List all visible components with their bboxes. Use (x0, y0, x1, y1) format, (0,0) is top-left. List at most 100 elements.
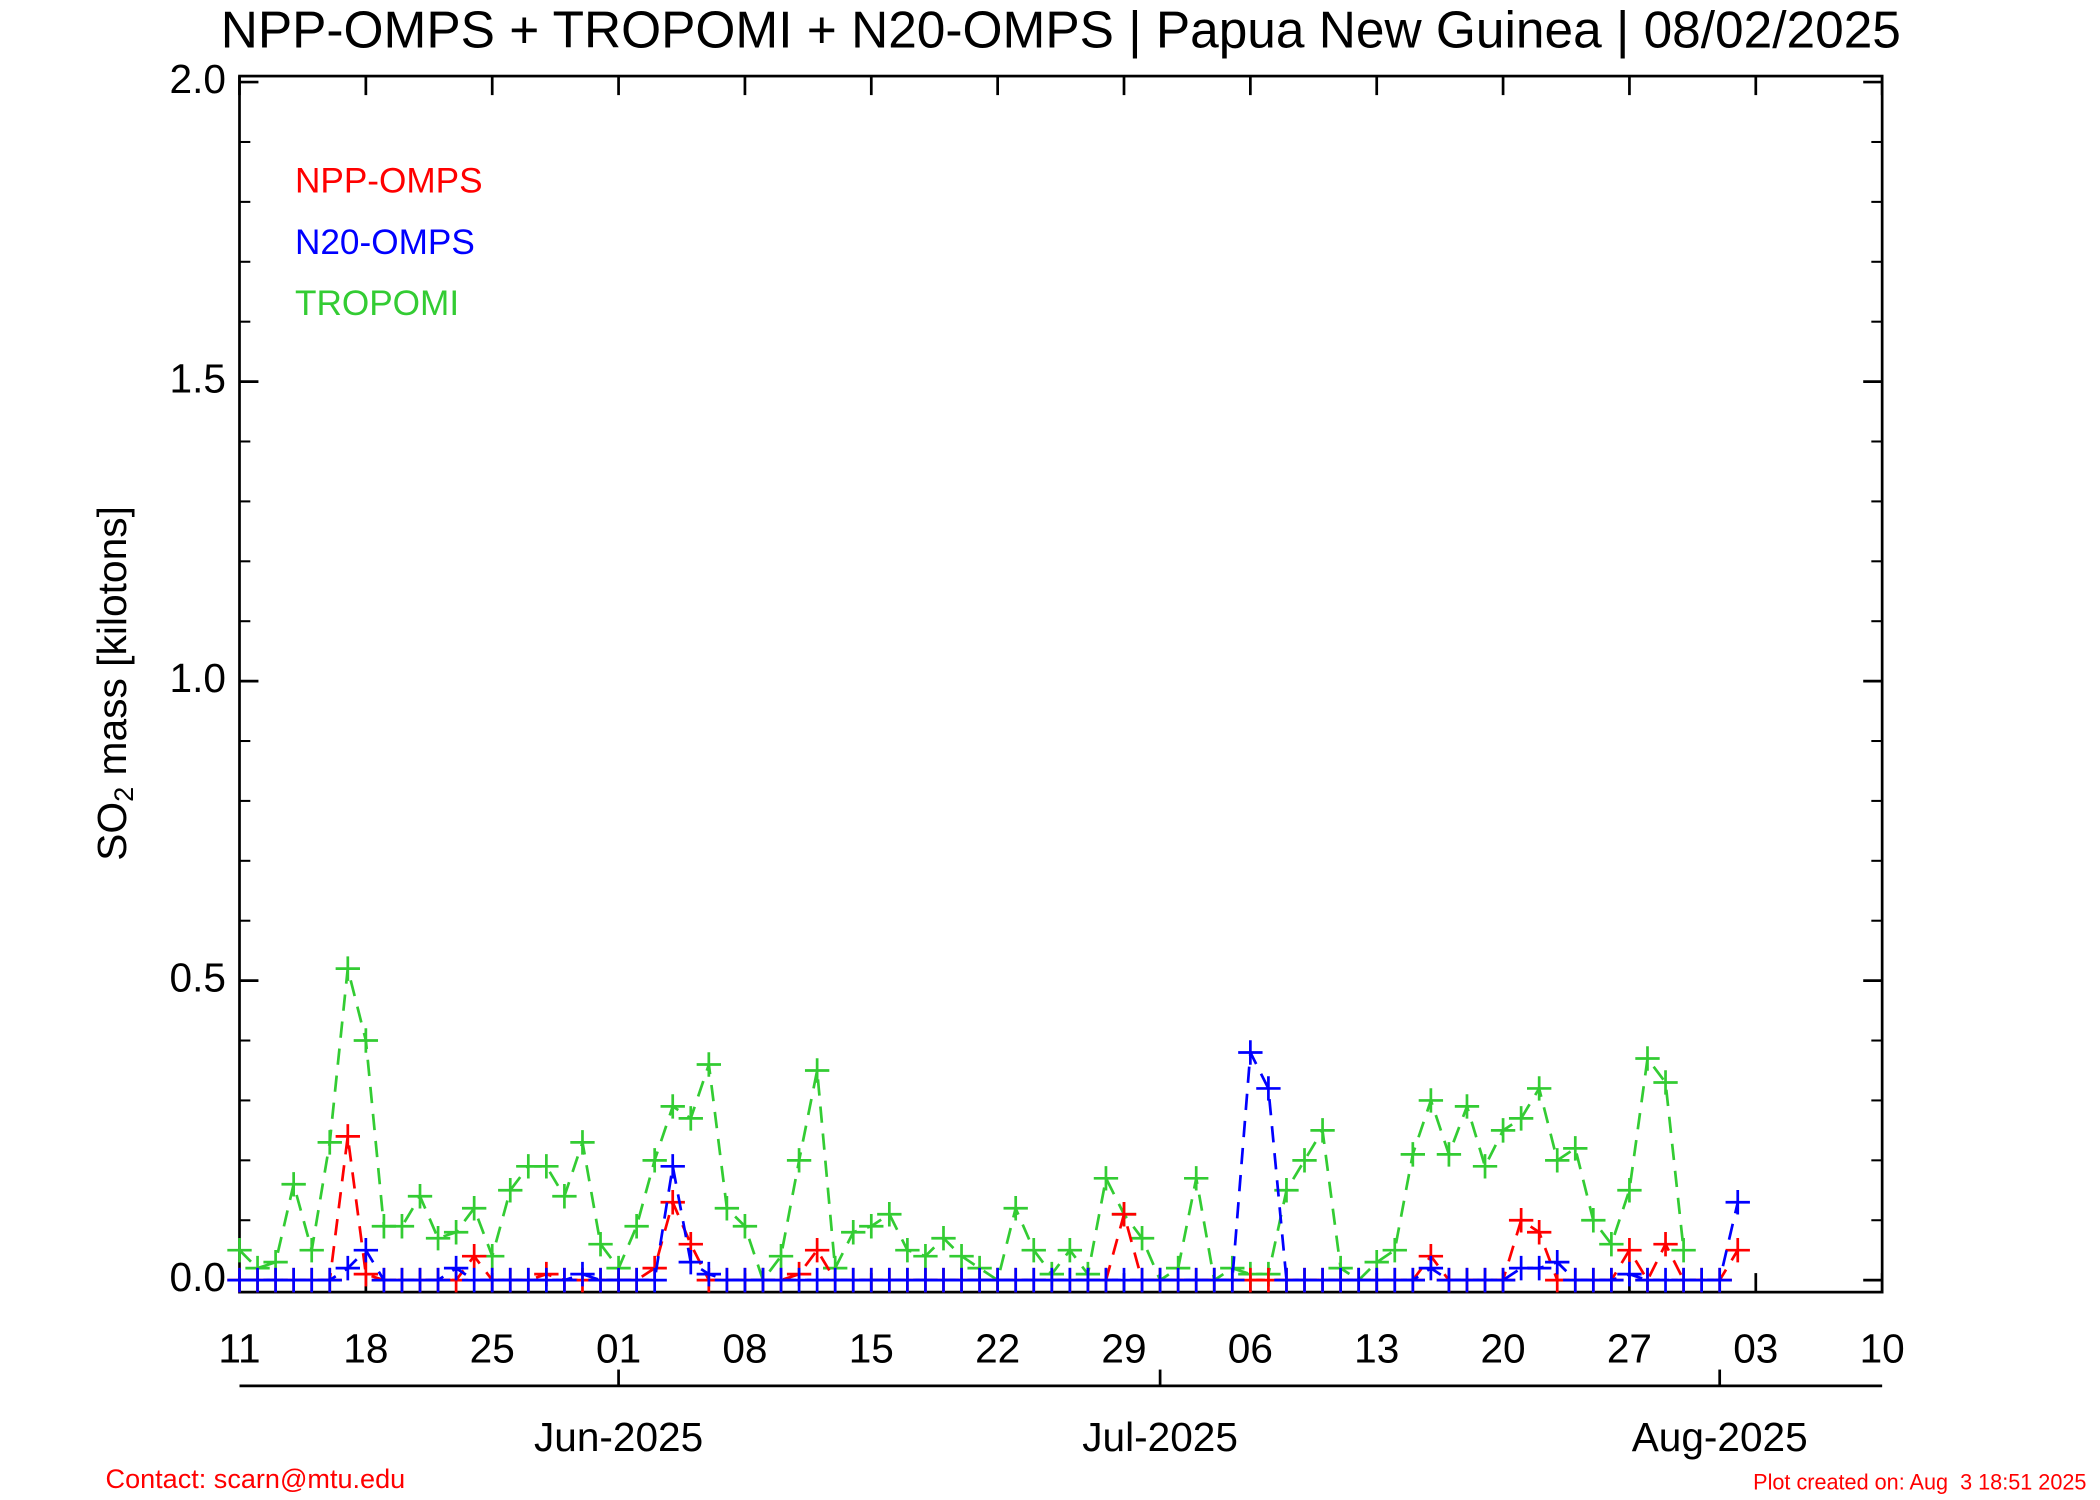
marker (1021, 1237, 1046, 1263)
marker (1653, 1070, 1678, 1095)
marker (1184, 1166, 1209, 1191)
marker (714, 1196, 740, 1221)
marker (1617, 1178, 1642, 1203)
x-tick-label: 22 (975, 1326, 1020, 1372)
marker (1111, 1202, 1137, 1227)
marker (227, 1237, 252, 1263)
marker (1508, 1106, 1534, 1131)
marker (1617, 1261, 1642, 1287)
marker (443, 1219, 469, 1245)
y-tick-label: 2.0 (170, 56, 226, 102)
plot-frame (238, 74, 1884, 1294)
marker (1256, 1076, 1281, 1101)
y-label-sub: 2 (108, 787, 139, 802)
marker (1653, 1231, 1678, 1257)
marker (1545, 1148, 1570, 1173)
x-tick-label: 11 (218, 1326, 260, 1372)
marker (678, 1249, 703, 1275)
marker (1057, 1237, 1083, 1263)
x-tick-label: 29 (1101, 1326, 1146, 1372)
y-label-main: SO (89, 802, 135, 861)
marker (1418, 1255, 1444, 1281)
marker (407, 1184, 433, 1209)
marker (804, 1058, 830, 1083)
marker (317, 1267, 342, 1293)
marker (1436, 1142, 1462, 1167)
marker (859, 1213, 884, 1239)
marker (804, 1237, 830, 1263)
marker (1220, 1267, 1245, 1293)
marker (913, 1243, 938, 1269)
marker (1292, 1148, 1317, 1173)
x-tick-label: 15 (849, 1326, 894, 1372)
marker (696, 1052, 722, 1077)
marker (895, 1237, 920, 1263)
marker (732, 1213, 758, 1239)
series-line (239, 1136, 1739, 1283)
marker (1382, 1237, 1407, 1263)
legend-entry: TROPOMI (295, 284, 459, 323)
marker (696, 1261, 722, 1287)
marker (1527, 1255, 1552, 1281)
x-tick-label: 20 (1481, 1326, 1526, 1372)
marker (1490, 1267, 1516, 1293)
marker (1490, 1118, 1516, 1143)
marker (353, 1028, 379, 1053)
marker (425, 1267, 451, 1293)
marker (534, 1154, 559, 1179)
y-label-rest: mass [kilotons] (89, 506, 135, 787)
contact: Contact: scarn@mtu.edu (106, 1463, 406, 1494)
marker (1581, 1208, 1606, 1233)
x-tick-label: 03 (1733, 1326, 1778, 1372)
marker (588, 1231, 613, 1257)
marker (1725, 1237, 1750, 1263)
marker (552, 1267, 577, 1293)
legend-entry: N20-OMPS (295, 223, 475, 262)
marker (570, 1130, 595, 1155)
marker (461, 1196, 487, 1221)
marker (1707, 1267, 1732, 1293)
x-tick-label: 18 (343, 1326, 388, 1372)
marker (1400, 1267, 1425, 1293)
y-tick-label: 0.5 (170, 954, 226, 1000)
marker (841, 1219, 866, 1245)
y-tick-label: 1.0 (170, 655, 226, 701)
marker (1563, 1136, 1588, 1161)
marker (461, 1243, 487, 1269)
marker (1472, 1154, 1498, 1179)
marker (1129, 1225, 1155, 1251)
month-label: Jun-2025 (534, 1414, 703, 1460)
x-tick-label: 27 (1607, 1326, 1652, 1372)
marker (281, 1172, 306, 1197)
marker (678, 1106, 703, 1131)
marker (660, 1094, 685, 1119)
marker (1599, 1267, 1624, 1293)
marker (425, 1225, 451, 1251)
marker (353, 1237, 379, 1263)
marker (768, 1243, 794, 1269)
marker (1725, 1190, 1750, 1215)
month-label: Aug-2025 (1632, 1414, 1808, 1460)
y-tick-label: 0.0 (170, 1254, 226, 1300)
x-tick-label: 25 (470, 1326, 515, 1372)
marker (335, 1255, 360, 1281)
legend-entry: NPP-OMPS (295, 162, 483, 201)
marker (1545, 1249, 1570, 1275)
y-tick-label: 1.5 (170, 355, 226, 401)
marker (1527, 1219, 1552, 1245)
marker (1527, 1076, 1552, 1101)
marker (335, 956, 360, 981)
marker (624, 1213, 649, 1239)
marker (642, 1267, 667, 1293)
marker (1508, 1208, 1534, 1233)
y-axis-label: SO2 mass [kilotons] (89, 506, 139, 861)
marker (1003, 1196, 1028, 1221)
x-tick-label: 08 (722, 1326, 767, 1372)
marker (877, 1202, 902, 1227)
marker (642, 1148, 667, 1173)
marker (949, 1243, 974, 1269)
marker (931, 1225, 956, 1251)
